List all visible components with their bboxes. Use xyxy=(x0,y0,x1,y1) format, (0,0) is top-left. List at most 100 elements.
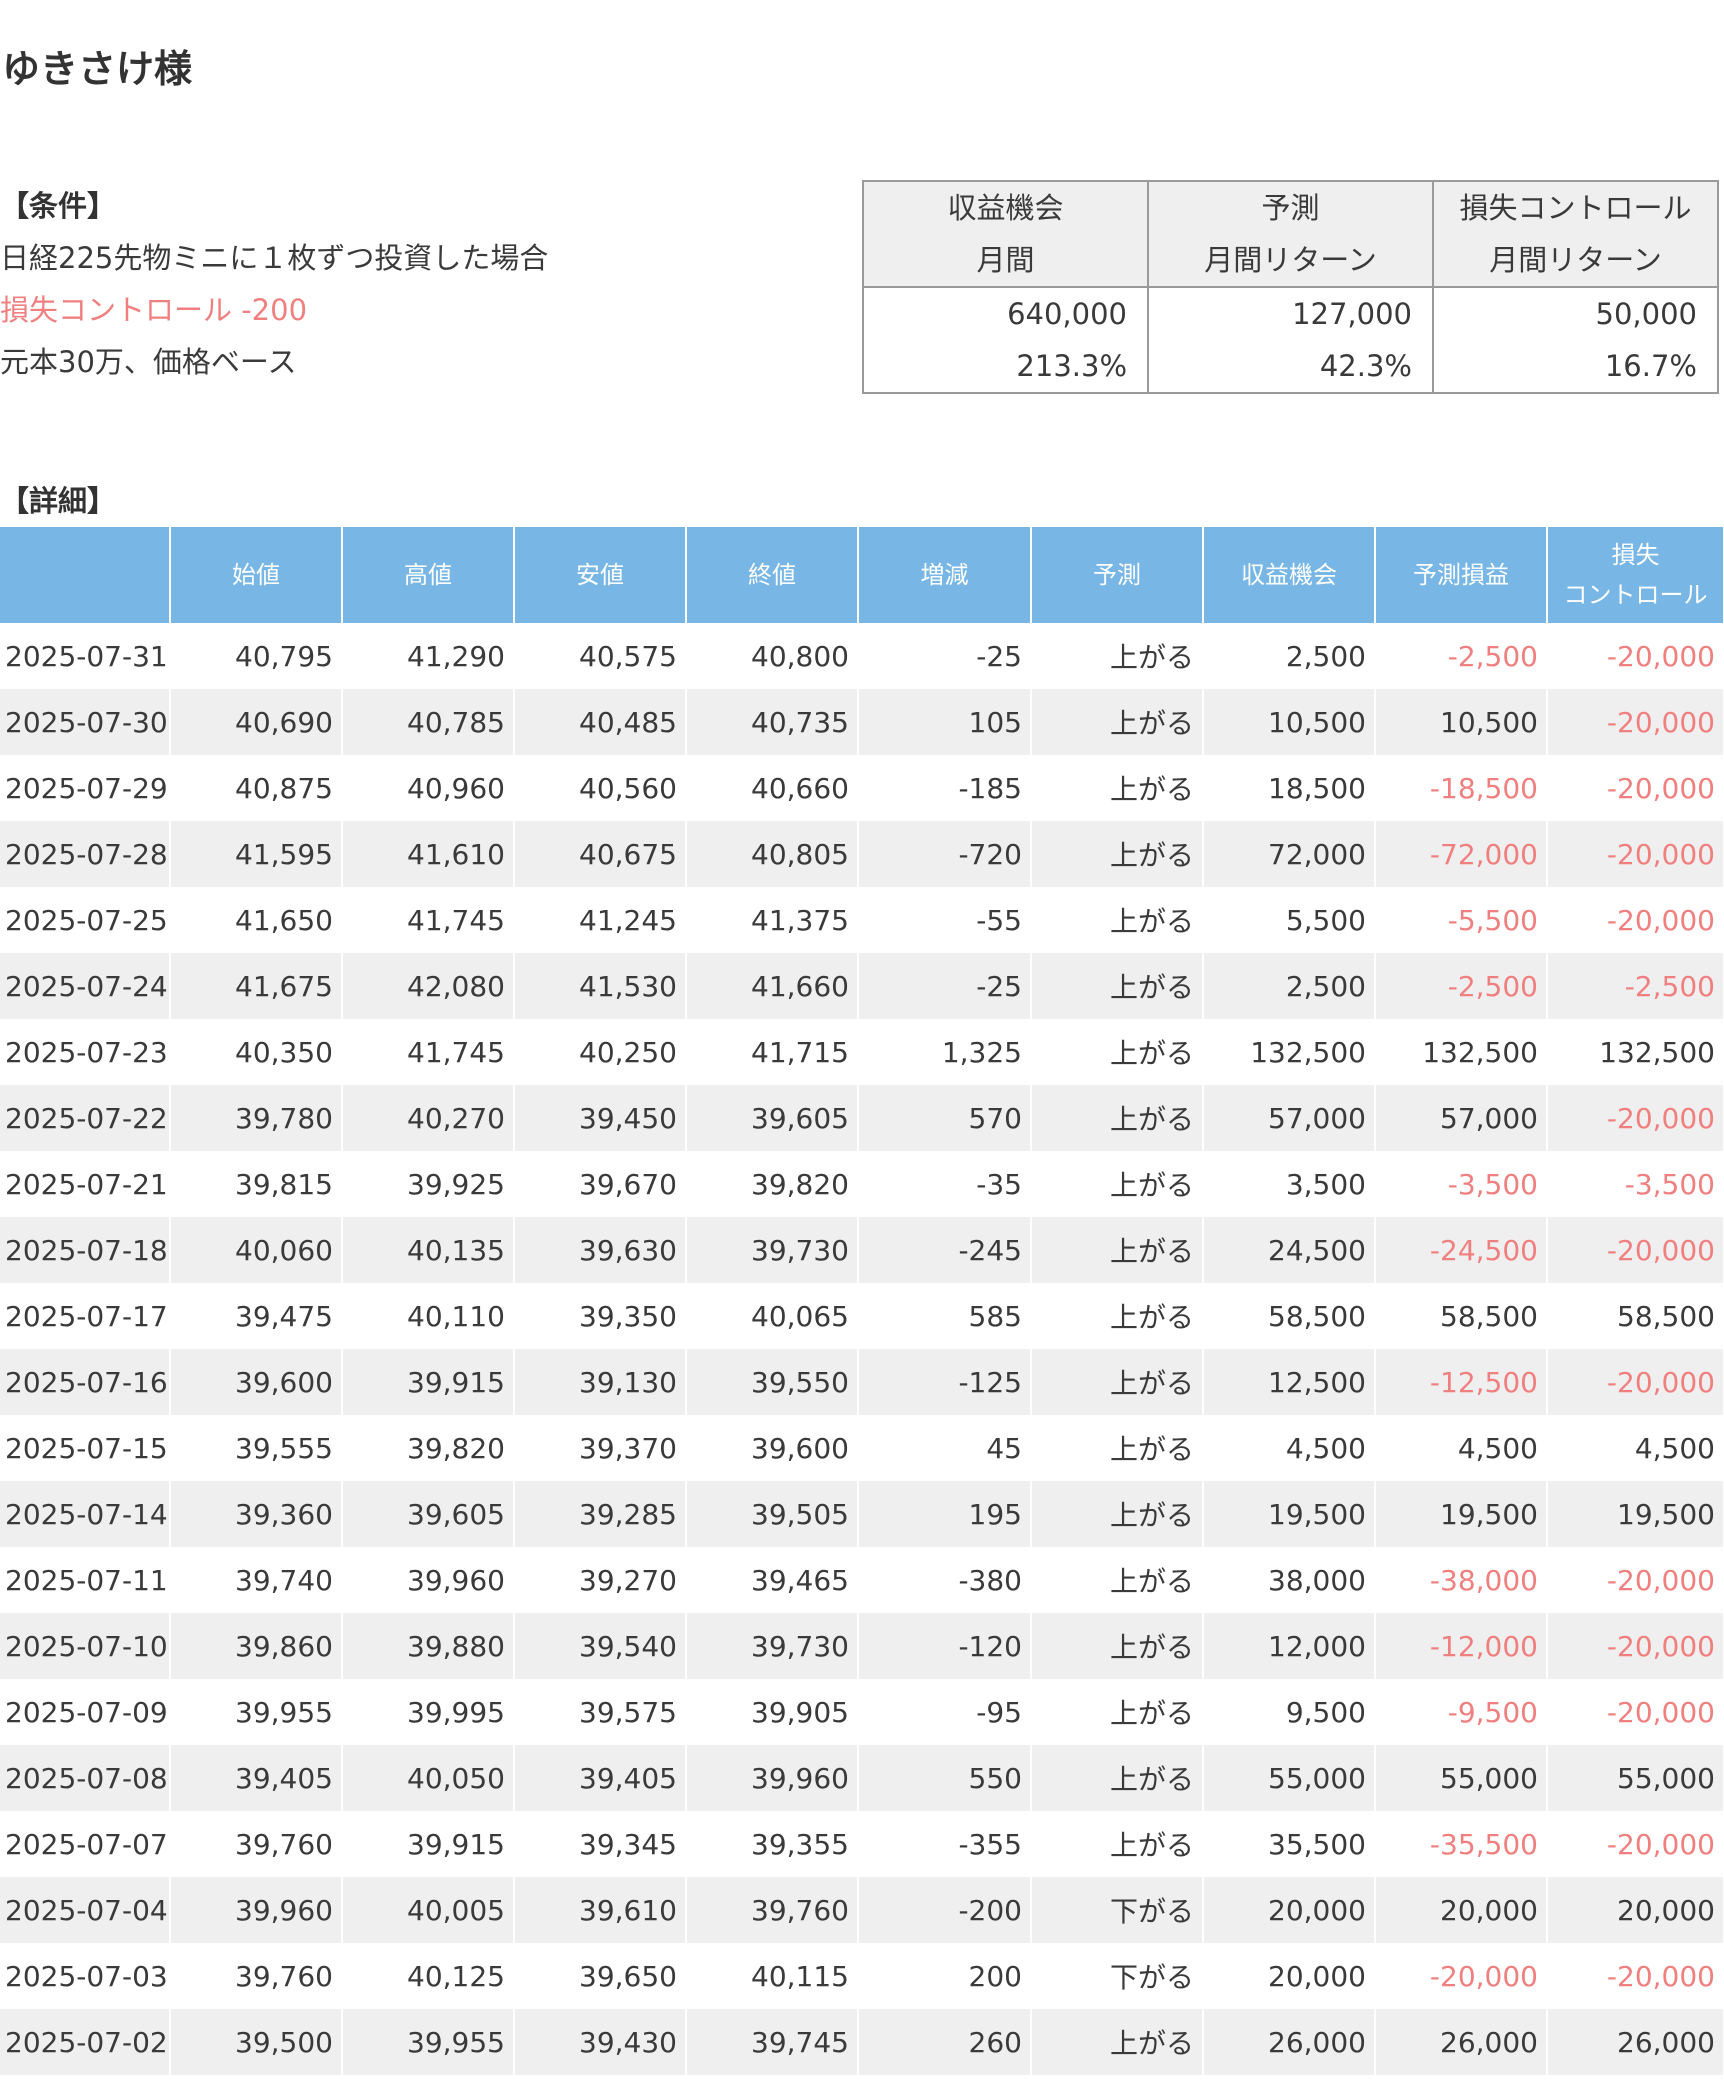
table-row: 2025-07-23 40,350 41,745 40,250 41,715 1,325 上… xyxy=(0,1019,1723,1085)
table-cell: 39,555 xyxy=(170,1415,343,1481)
table-cell: -380 xyxy=(858,1547,1032,1613)
table-cell: 39,820 xyxy=(686,1151,859,1217)
table-cell: 40,800 xyxy=(686,623,859,689)
table-cell: 4,500 xyxy=(1375,1415,1548,1481)
table-cell: 55,000 xyxy=(1547,1745,1723,1811)
table-cell: -20,000 xyxy=(1606,1959,1715,1993)
table-cell: 40,115 xyxy=(686,1943,859,2009)
table-cell: 2025-07-28 xyxy=(0,821,171,887)
table-row: 2025-07-18 40,060 40,135 39,630 39,730 -245 上が… xyxy=(0,1217,1723,1283)
table-cell: -20,000 xyxy=(1547,1613,1723,1679)
table-cell: -2,500 xyxy=(1375,623,1548,689)
table-cell: -2,500 xyxy=(1375,953,1548,1019)
table-cell: 585 xyxy=(858,1283,1032,1349)
table-row: 2025-07-14 39,360 39,605 39,285 39,505 195 上がる… xyxy=(0,1481,1723,1547)
table-cell: 4,500 xyxy=(1634,1431,1715,1465)
summary-table: 収益機会 月間 予測 月間リターン 損失コントロール 月間リターン 640,00… xyxy=(862,180,1719,394)
table-row: 2025-07-03 39,760 40,125 39,650 40,115 200 下がる… xyxy=(0,1943,1723,2009)
summary-header-row: 収益機会 月間 予測 月間リターン 損失コントロール 月間リターン xyxy=(862,180,1719,288)
table-cell: 26,000 xyxy=(1203,2009,1376,2075)
col-open: 始値 xyxy=(170,527,343,623)
table-cell: 2025-07-24 xyxy=(0,953,171,1019)
table-cell: 下がる xyxy=(1031,1943,1204,2009)
col-forecast-pnl: 予測損益 xyxy=(1375,527,1548,623)
table-cell: -20,000 xyxy=(1606,1827,1715,1861)
table-cell: 72,000 xyxy=(1203,821,1376,887)
table-cell: 39,960 xyxy=(686,1745,859,1811)
table-cell: -20,000 xyxy=(1547,689,1723,755)
table-cell: -12,000 xyxy=(1375,1613,1548,1679)
col-change: 増減 xyxy=(858,527,1032,623)
conditions-heading: 【条件】 xyxy=(0,189,117,223)
table-cell: -5,500 xyxy=(1375,887,1548,953)
table-cell: 9,500 xyxy=(1203,1679,1376,1745)
table-cell: 39,745 xyxy=(686,2009,859,2075)
table-cell: 41,660 xyxy=(686,953,859,1019)
table-cell: 570 xyxy=(858,1085,1032,1151)
table-cell: 40,110 xyxy=(342,1283,515,1349)
table-row: 2025-07-10 39,860 39,880 39,540 39,730 -120 上が… xyxy=(0,1613,1723,1679)
table-cell: 40,795 xyxy=(170,623,343,689)
condition-principal: 元本30万、価格ベース xyxy=(0,345,297,379)
table-cell: -55 xyxy=(858,887,1032,953)
table-cell: 上がる xyxy=(1031,623,1204,689)
table-cell: -35,500 xyxy=(1375,1811,1548,1877)
table-cell: 19,500 xyxy=(1375,1481,1548,1547)
table-cell: -25 xyxy=(858,623,1032,689)
table-cell: 40,485 xyxy=(514,689,687,755)
table-row: 2025-07-16 39,600 39,915 39,130 39,550 -125 上が… xyxy=(0,1349,1723,1415)
table-cell: 2025-07-07 xyxy=(0,1811,171,1877)
table-cell: 39,600 xyxy=(686,1415,859,1481)
table-cell: 2025-07-31 xyxy=(0,623,171,689)
table-cell: -245 xyxy=(858,1217,1032,1283)
table-row: 2025-07-07 39,760 39,915 39,345 39,355 -355 上が… xyxy=(0,1811,1723,1877)
table-cell: 40,875 xyxy=(170,755,343,821)
table-cell: -9,500 xyxy=(1375,1679,1548,1745)
table-cell: 39,915 xyxy=(342,1811,515,1877)
summary-value-forecast: 127,000 42.3% xyxy=(1147,286,1434,394)
table-cell: 上がる xyxy=(1031,1481,1204,1547)
table-cell: 40,270 xyxy=(342,1085,515,1151)
table-cell: 41,650 xyxy=(170,887,343,953)
table-cell: 40,135 xyxy=(342,1217,515,1283)
table-cell: 200 xyxy=(858,1943,1032,2009)
table-cell: 39,740 xyxy=(170,1547,343,1613)
table-cell: 40,060 xyxy=(170,1217,343,1283)
table-cell: 2025-07-21 xyxy=(0,1151,171,1217)
table-cell: -35 xyxy=(858,1151,1032,1217)
table-cell: 132,500 xyxy=(1203,1019,1376,1085)
col-high: 高値 xyxy=(342,527,515,623)
table-row: 2025-07-22 39,780 40,270 39,450 39,605 570 上がる… xyxy=(0,1085,1723,1151)
table-cell: 58,500 xyxy=(1203,1283,1376,1349)
table-cell: 41,745 xyxy=(342,887,515,953)
table-cell: 2025-07-03 xyxy=(0,1943,171,2009)
table-row: 2025-07-04 39,960 40,005 39,610 39,760 -200 下が… xyxy=(0,1877,1723,1943)
table-cell: -24,500 xyxy=(1375,1217,1548,1283)
table-cell: 20,000 xyxy=(1203,1877,1376,1943)
table-cell: -20,000 xyxy=(1606,771,1715,805)
table-cell: -125 xyxy=(858,1349,1032,1415)
table-cell: 39,370 xyxy=(514,1415,687,1481)
table-cell: 40,575 xyxy=(514,623,687,689)
table-cell: 38,000 xyxy=(1203,1547,1376,1613)
table-cell: 39,955 xyxy=(342,2009,515,2075)
table-cell: 上がる xyxy=(1031,1811,1204,1877)
table-cell: 40,065 xyxy=(686,1283,859,1349)
table-cell: 39,960 xyxy=(342,1547,515,1613)
table-cell: 132,500 xyxy=(1599,1035,1715,1069)
table-cell: 39,345 xyxy=(514,1811,687,1877)
table-cell: 2025-07-15 xyxy=(0,1415,171,1481)
table-cell: 40,960 xyxy=(342,755,515,821)
table-cell: 上がる xyxy=(1031,1415,1204,1481)
table-cell: 39,760 xyxy=(170,1943,343,2009)
table-cell: 2025-07-23 xyxy=(0,1019,171,1085)
col-forecast: 予測 xyxy=(1031,527,1204,623)
table-cell: -20,000 xyxy=(1547,1349,1723,1415)
table-cell: 39,505 xyxy=(686,1481,859,1547)
table-cell: 2025-07-25 xyxy=(0,887,171,953)
table-cell: 58,500 xyxy=(1617,1299,1715,1333)
table-cell: 24,500 xyxy=(1203,1217,1376,1283)
table-cell: 39,270 xyxy=(514,1547,687,1613)
table-row: 2025-07-21 39,815 39,925 39,670 39,820 -35 上がる… xyxy=(0,1151,1723,1217)
table-cell: 上がる xyxy=(1031,1085,1204,1151)
